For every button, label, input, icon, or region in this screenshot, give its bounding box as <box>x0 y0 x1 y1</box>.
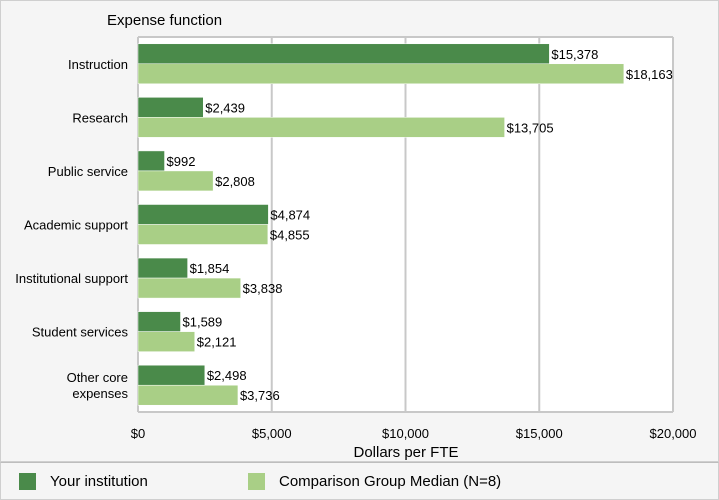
bar-comparison-median <box>137 170 214 192</box>
bar-value-label: $1,854 <box>190 261 230 276</box>
bar-your-institution <box>137 257 188 279</box>
legend-item-comparison-group: Comparison Group Median (N=8) <box>248 473 501 490</box>
bar-comparison-median <box>137 224 269 245</box>
legend-swatch-comparison-group <box>248 473 265 490</box>
bar-your-institution <box>137 364 206 386</box>
category-label: Public service <box>48 164 128 179</box>
bar-value-label: $2,121 <box>197 335 237 350</box>
x-tick-label: $10,000 <box>382 426 429 441</box>
chart-panel: $0 $5,000 $10,000 $15,000 $20,000 Instruction… <box>0 0 719 462</box>
legend-item-your-institution: Your institution <box>19 473 148 490</box>
bar-comparison-median <box>137 384 239 406</box>
x-tick-label: $5,000 <box>252 426 292 441</box>
category-label: Institutional support <box>15 271 128 286</box>
bar-value-label: $18,163 <box>626 67 673 82</box>
bar-value-label: $13,705 <box>507 120 554 135</box>
x-tick-label: $15,000 <box>516 426 563 441</box>
bar-value-label: $3,838 <box>243 281 283 296</box>
bar-value-label: $2,439 <box>205 100 245 115</box>
bar-value-label: $15,378 <box>551 47 598 62</box>
category-label: expenses <box>72 386 128 401</box>
category-label: Instruction <box>68 57 128 72</box>
bar-comparison-median <box>137 63 625 85</box>
bar-value-label: $4,855 <box>270 228 310 243</box>
bar-value-label: $2,808 <box>215 174 255 189</box>
legend-label-your-institution: Your institution <box>50 473 148 490</box>
x-tick-label: $0 <box>131 426 145 441</box>
category-label: Academic support <box>24 218 128 233</box>
bar-your-institution <box>137 97 204 118</box>
category-label: Student services <box>32 325 129 340</box>
legend-label-comparison-group: Comparison Group Median (N=8) <box>279 473 502 490</box>
bar-your-institution <box>137 204 269 225</box>
legend-swatch-your-institution <box>19 473 36 490</box>
category-label: Research <box>72 110 128 125</box>
bar-comparison-median <box>137 277 241 299</box>
x-axis-title: Dollars per FTE <box>353 444 458 461</box>
bar-your-institution <box>137 311 181 332</box>
legend: Your institution Comparison Group Median… <box>0 462 719 500</box>
bar-your-institution <box>137 43 550 65</box>
bar-value-label: $992 <box>167 154 196 169</box>
bar-comparison-median <box>137 117 505 138</box>
bar-comparison-median <box>137 331 195 352</box>
bar-value-label: $3,736 <box>240 388 280 403</box>
chart-title: Expense function <box>107 12 222 29</box>
category-label: Other core <box>67 370 128 385</box>
bar-your-institution <box>137 150 165 172</box>
bar-value-label: $4,874 <box>270 208 310 223</box>
bar-chart: $0 $5,000 $10,000 $15,000 $20,000 Instruction… <box>15 12 697 461</box>
bar-value-label: $2,498 <box>207 368 247 383</box>
x-tick-label: $20,000 <box>650 426 697 441</box>
bar-value-label: $1,589 <box>183 315 223 330</box>
